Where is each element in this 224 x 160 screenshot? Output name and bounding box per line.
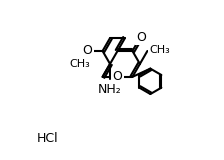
Text: O: O bbox=[83, 44, 93, 57]
Text: NH₂: NH₂ bbox=[98, 83, 122, 96]
Text: CH₃: CH₃ bbox=[149, 45, 170, 55]
Text: O: O bbox=[136, 31, 146, 44]
Text: HCl: HCl bbox=[37, 132, 58, 145]
Text: O: O bbox=[113, 70, 123, 83]
Text: CH₃: CH₃ bbox=[69, 59, 90, 69]
